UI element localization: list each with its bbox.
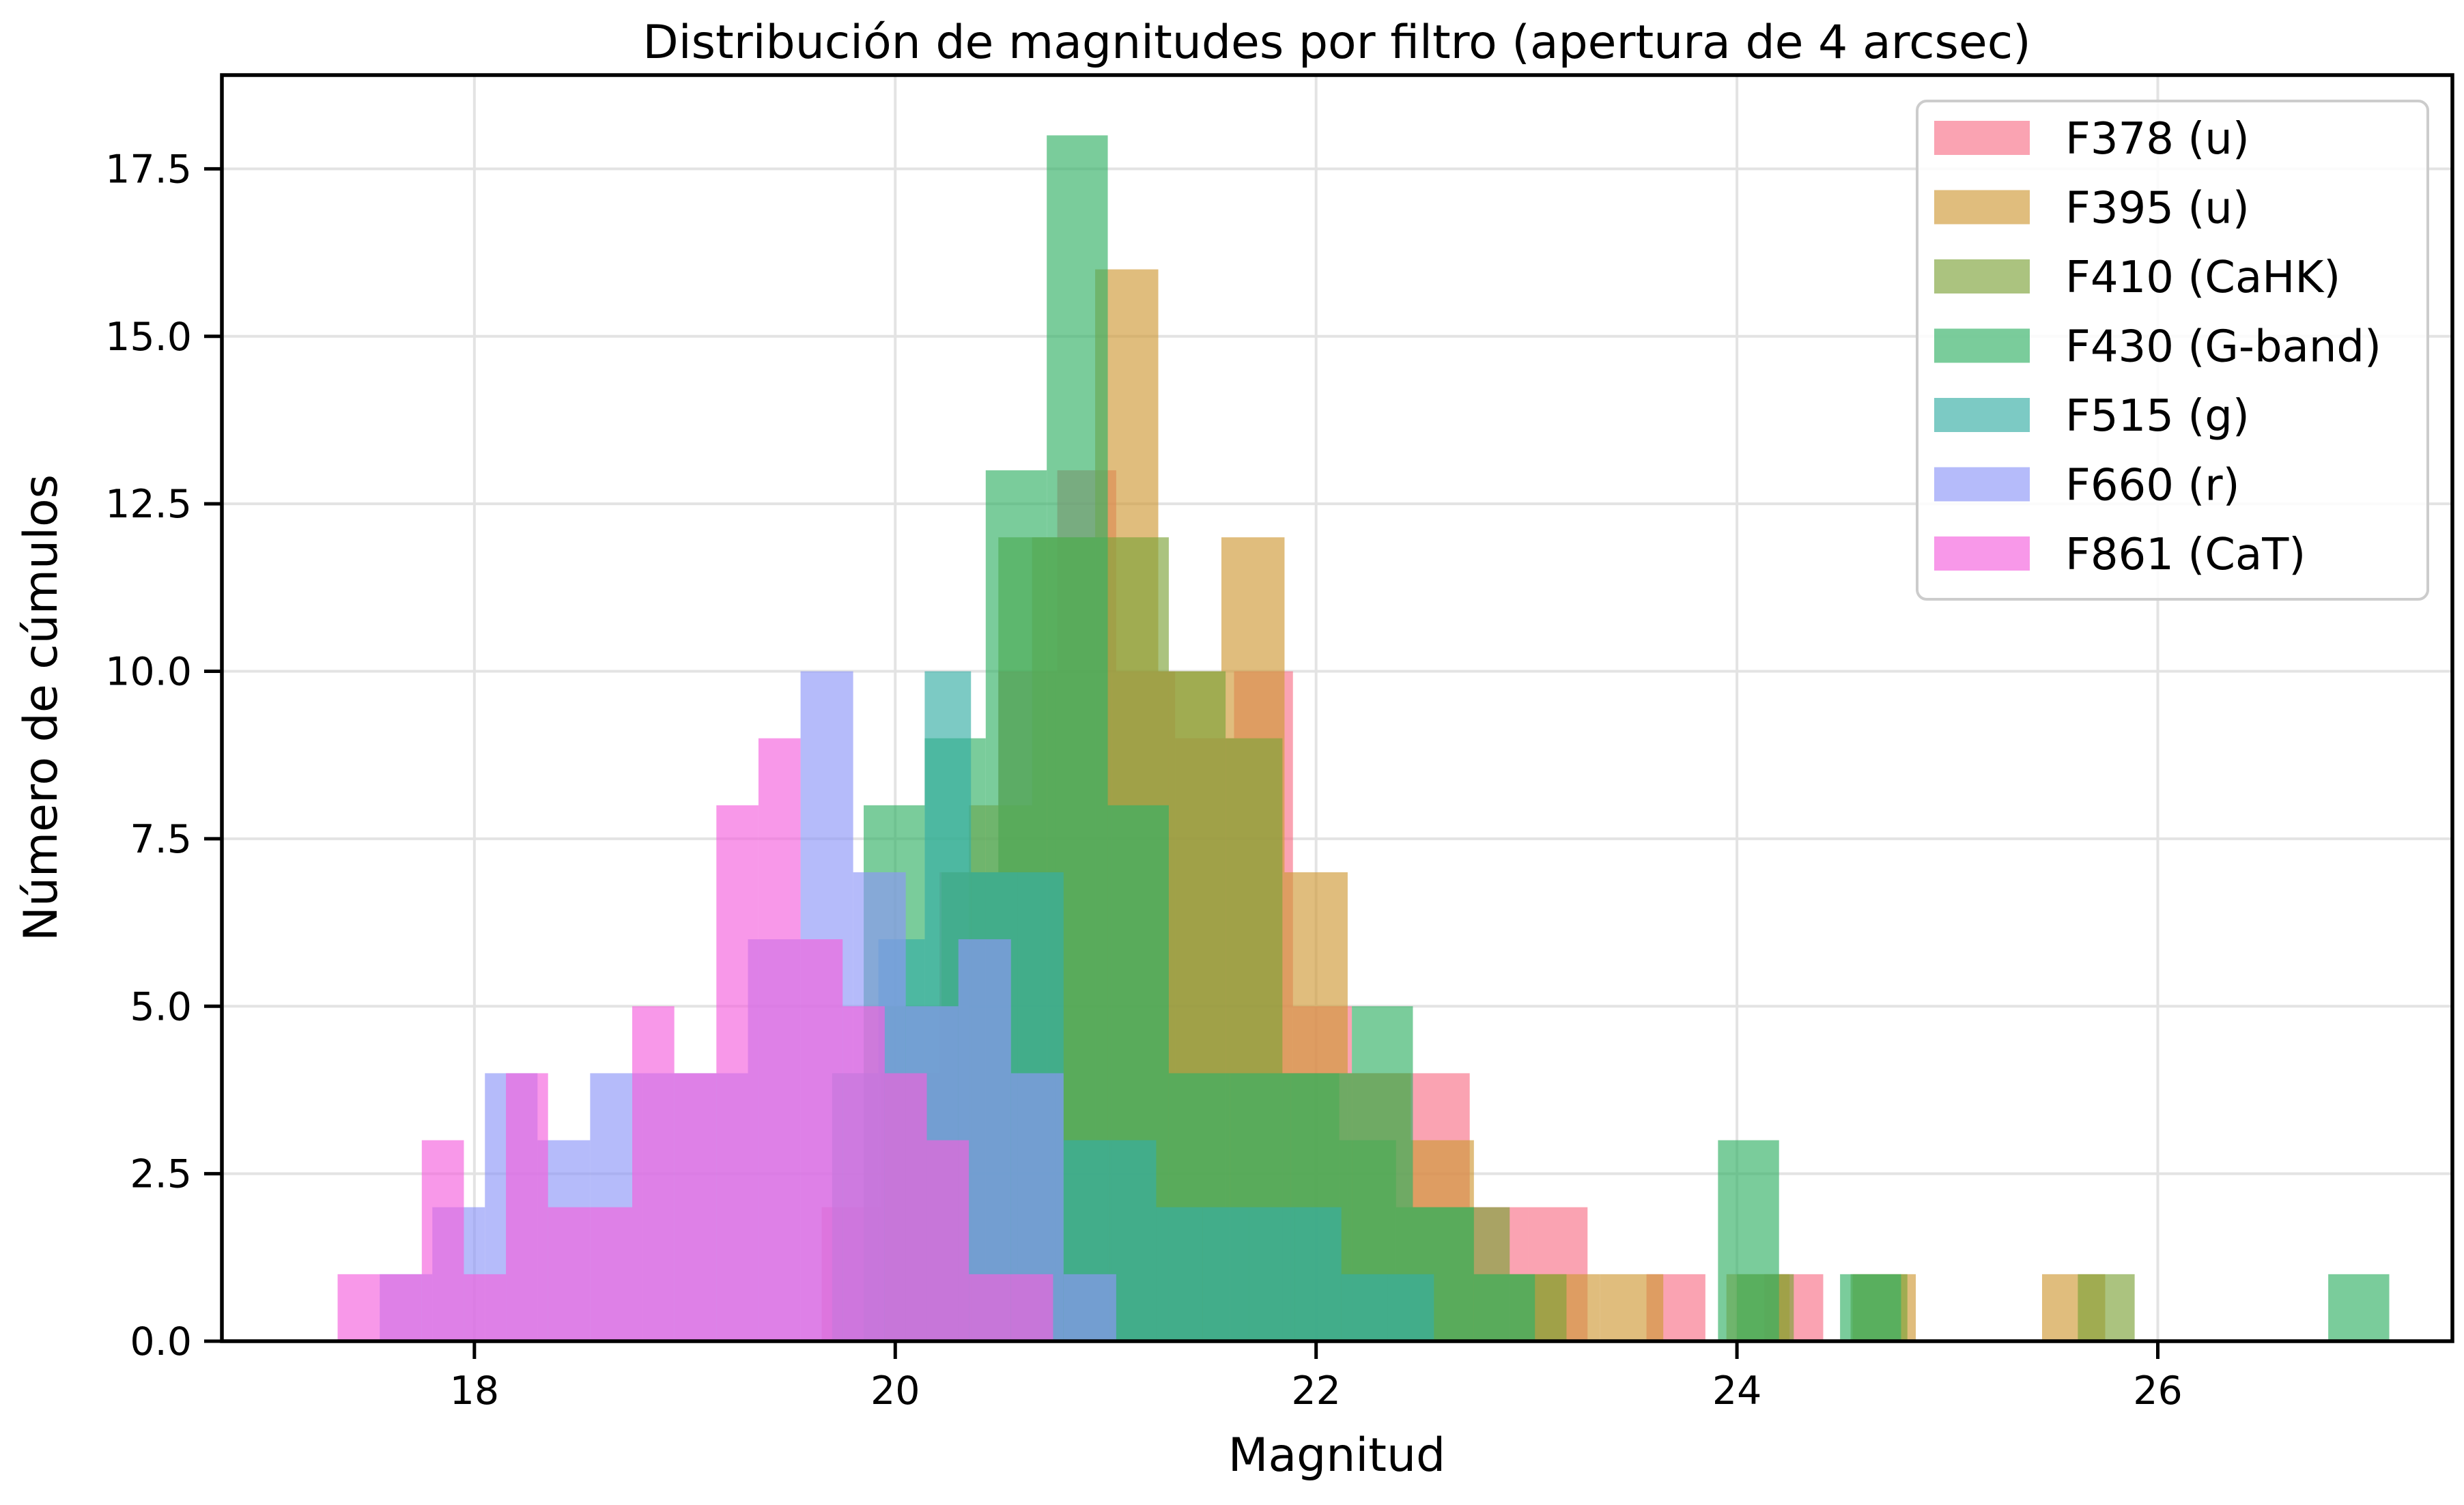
histogram-bar [1387, 1274, 1434, 1341]
histogram-bar [1840, 1274, 1901, 1341]
x-tick-label: 20 [870, 1368, 920, 1414]
legend-label: F515 (g) [2065, 391, 2250, 442]
legend-label: F430 (G-band) [2065, 322, 2381, 373]
ticks-layer: 0.0 2.5 5.0 7.5 10.0 12.5 15.0 17.5 18 20 22 24 26 [105, 147, 2183, 1414]
x-tick-label: 18 [450, 1368, 500, 1414]
x-tick-label: 22 [1291, 1368, 1341, 1414]
x-tick-label: 24 [1712, 1368, 1762, 1414]
legend-box [1916, 100, 2429, 601]
histogram-bar [758, 738, 801, 1341]
legend-swatch [1934, 467, 2030, 502]
legend-label: F395 (u) [2065, 184, 2250, 234]
y-tick-label: 7.5 [130, 817, 192, 862]
histogram-bar [1156, 1207, 1203, 1341]
histogram-bar [506, 1073, 548, 1341]
histogram-bar [1600, 1274, 1664, 1341]
histogram-bar [926, 1140, 969, 1341]
y-axis-label: Número de cúmulos [14, 474, 68, 941]
histogram-bar [1718, 1140, 1779, 1341]
histogram-bar [421, 1140, 464, 1341]
y-tick-label: 0.0 [130, 1319, 192, 1364]
y-tick-label: 15.0 [105, 315, 192, 360]
legend-swatch [1934, 328, 2030, 363]
histogram-bar [590, 1207, 633, 1341]
legend-items: F378 (u) F395 (u) F410 (CaHK) F430 (G-band)… [1934, 114, 2381, 580]
histogram-bar [1010, 1274, 1053, 1341]
histogram-bar [1341, 1274, 1388, 1341]
y-tick-label: 5.0 [130, 984, 192, 1029]
histogram-bar [1249, 1207, 1295, 1341]
legend: F378 (u) F395 (u) F410 (CaHK) F430 (G-band)… [1916, 100, 2429, 601]
legend-swatch [1934, 259, 2030, 293]
histogram-bar [884, 1073, 927, 1341]
chart-title: Distribución de magnitudes por filtro (a… [642, 16, 2030, 70]
legend-label: F861 (CaT) [2065, 530, 2306, 580]
histogram-bar [1063, 1274, 1116, 1341]
histogram-bar [1109, 1140, 1157, 1341]
legend-label: F660 (r) [2065, 461, 2240, 511]
bars-layer [337, 135, 2390, 1342]
histogram-bar [2078, 1274, 2135, 1341]
histogram-bar [716, 805, 759, 1341]
legend-label: F410 (CaHK) [2065, 253, 2340, 303]
histogram-bar [1294, 1207, 1342, 1341]
y-tick-label: 10.0 [105, 650, 192, 695]
histogram-bar [337, 1274, 380, 1341]
y-tick-label: 17.5 [105, 147, 192, 192]
y-tick-label: 12.5 [105, 482, 192, 527]
histogram-bar [842, 1006, 885, 1341]
histogram-bar [1473, 1274, 1535, 1341]
histogram-bar [632, 1006, 675, 1341]
legend-swatch [1934, 190, 2030, 225]
histogram-bar [548, 1207, 591, 1341]
legend-swatch [1934, 121, 2030, 155]
y-tick-label: 2.5 [130, 1152, 192, 1197]
histogram-bar [674, 1073, 717, 1341]
histogram-bar [800, 939, 843, 1341]
series-7 [337, 738, 1053, 1341]
x-tick-label: 26 [2133, 1368, 2183, 1414]
plot-frame [220, 73, 2454, 1343]
histogram-bar [1202, 1207, 1249, 1341]
x-axis-label: Magnitud [1228, 1429, 1445, 1482]
histogram-bar [380, 1274, 422, 1341]
legend-swatch [1934, 398, 2030, 432]
histogram-bar [969, 1274, 1011, 1341]
legend-swatch [1934, 536, 2030, 571]
histogram-bar [2328, 1274, 2390, 1341]
histogram-bar [464, 1274, 507, 1341]
legend-label: F378 (u) [2065, 114, 2250, 164]
